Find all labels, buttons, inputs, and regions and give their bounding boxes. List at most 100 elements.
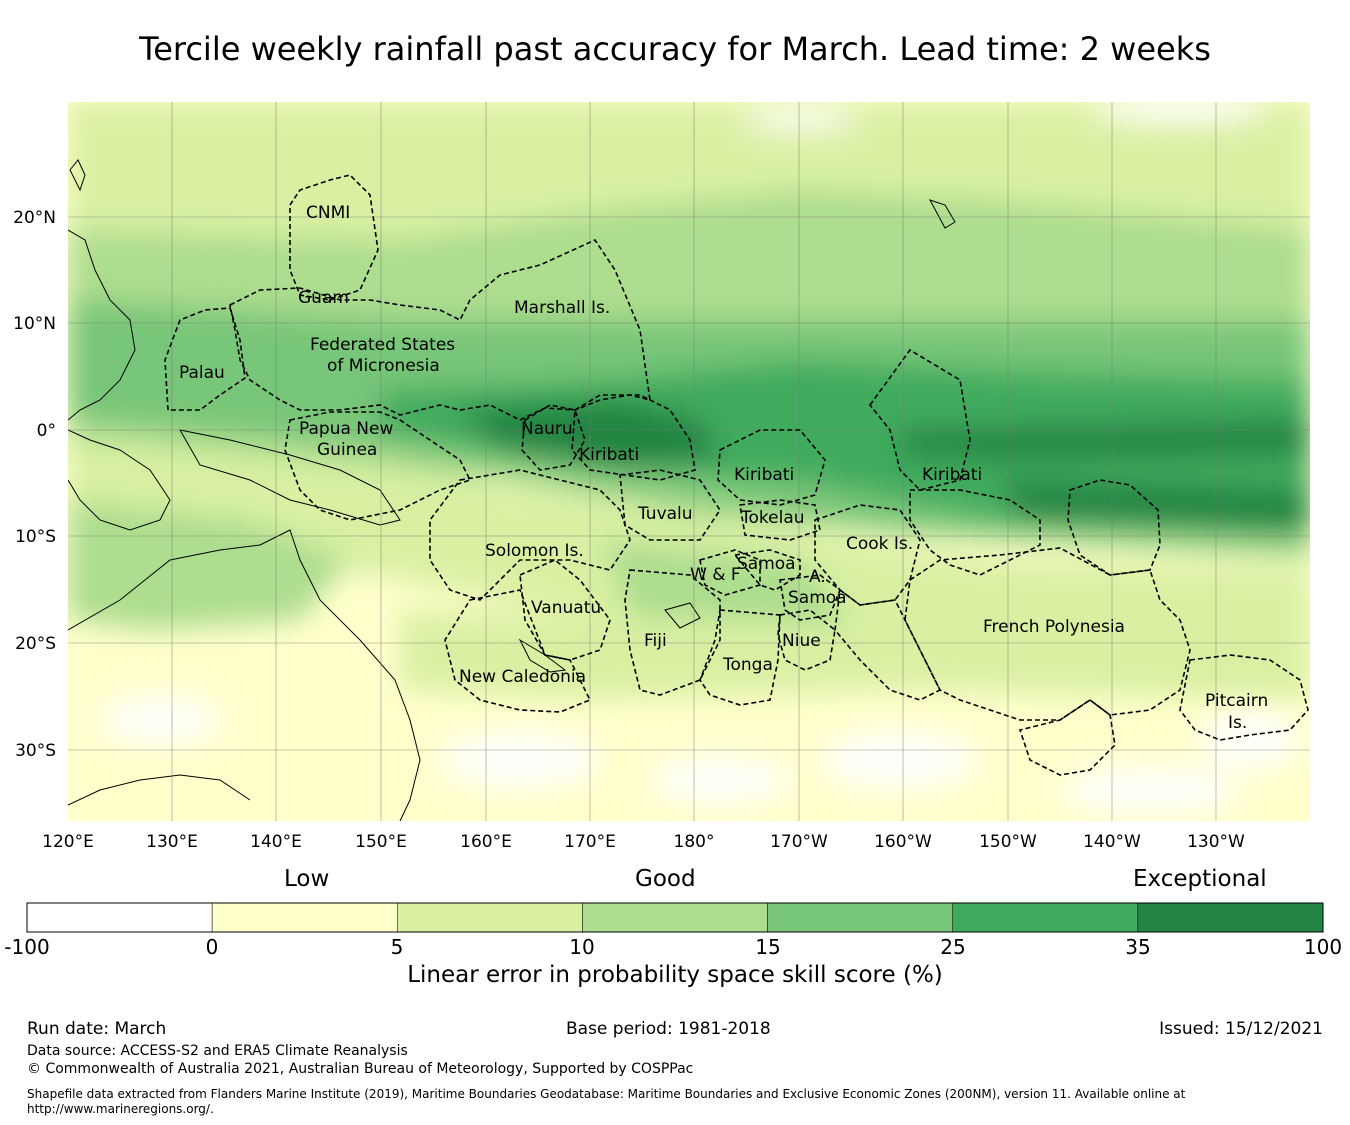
core-south [1000, 480, 1310, 530]
colorbar-tick: 35 [1125, 935, 1150, 959]
colorbar-category-exceptional: Exceptional [1133, 866, 1267, 892]
eez-tonga [699, 609, 781, 706]
colorbar-swatch [952, 902, 1139, 933]
lon-label: 130°W [1187, 832, 1245, 852]
region-label: Fiji [644, 631, 667, 651]
lon-label: 140°E [250, 832, 302, 852]
latitude-labels: 20°N 10°N 0° 10°S 20°S 30°S [13, 208, 56, 761]
region-medium-southwest [68, 500, 350, 630]
region-label: A. [809, 567, 826, 587]
region-label: Kiribati [734, 465, 794, 485]
issued-date: Issued: 15/12/2021 [1159, 1019, 1323, 1039]
colorbar-tick: 15 [755, 935, 780, 959]
colorbar-tick: 25 [940, 935, 965, 959]
lon-label: 140°W [1083, 832, 1141, 852]
colorbar-swatch [1137, 902, 1324, 933]
colorbar-category-low: Low [284, 866, 330, 892]
base-period: Base period: 1981-2018 [566, 1019, 771, 1039]
eez-new-caledonia [444, 589, 592, 713]
colorbar-swatch [397, 902, 583, 933]
eez-palau [164, 307, 246, 411]
lon-label: 130°E [146, 832, 198, 852]
region-label: Samoa [737, 554, 796, 574]
lat-label: 0° [37, 421, 56, 441]
region-label: Marshall Is. [514, 298, 610, 318]
region-label: Palau [179, 363, 225, 383]
colorbar-tick: -100 [4, 935, 49, 959]
region-label: Guinea [317, 440, 377, 460]
colorbar-swatch [211, 902, 398, 933]
region-label: Niue [782, 631, 821, 651]
region-label: Kiribati [922, 465, 982, 485]
lon-label: 160°W [874, 832, 932, 852]
region-label: CNMI [306, 203, 350, 223]
eez-samoa [733, 549, 801, 591]
region-label: Tokelau [740, 508, 805, 528]
region-label: Federated States [310, 335, 455, 355]
colorbar-ticks: -100 0 5 10 15 25 35 100 [4, 935, 1342, 959]
lat-label: 10°N [13, 314, 56, 334]
eez-boundaries [164, 174, 1309, 776]
shapefile-url: http://www.marineregions.org/. [27, 1102, 214, 1116]
shapefile-credit: Shapefile data extracted from Flanders M… [27, 1087, 1186, 1101]
region-label: of Micronesia [327, 356, 440, 376]
eez-cook-south [834, 588, 942, 701]
region-labels: CNMI Guam Marshall Is. Federated States … [179, 203, 1268, 733]
region-label: Is. [1228, 713, 1247, 733]
lon-label: 180° [674, 832, 715, 852]
lon-label: 170°W [770, 832, 828, 852]
chart-title: Tercile weekly rainfall past accuracy fo… [139, 30, 1211, 68]
eez-fiji [624, 569, 721, 696]
region-label: French Polynesia [983, 617, 1125, 637]
region-label: Solomon Is. [485, 541, 584, 561]
skill-score-field: CNMI Guam Marshall Is. Federated States … [68, 102, 1310, 821]
eez-kiribati-east [1067, 479, 1161, 576]
eez-kiribati-line [868, 348, 971, 491]
lon-label: 120°E [42, 832, 94, 852]
region-label: Nauru [521, 419, 573, 439]
colorbar-swatch [26, 902, 213, 933]
eez-pitcairn [1179, 654, 1309, 741]
lat-label: 20°S [15, 634, 56, 654]
lon-label: 150°W [979, 832, 1037, 852]
colorbar: -100 0 5 10 15 25 35 100 [4, 902, 1342, 959]
region-label: W & F [690, 565, 741, 585]
eez-vanuatu [519, 559, 611, 661]
eez-pitcairn-south [1018, 699, 1116, 776]
colorbar-frame [26, 902, 1324, 933]
colorbar-tick: 5 [391, 935, 404, 959]
colorbar-tick: 10 [569, 935, 594, 959]
eez-kiribati-gilbert [571, 394, 696, 481]
eez-cnmi [289, 174, 379, 301]
eez-tokelau [739, 499, 821, 541]
lon-label: 170°E [564, 832, 616, 852]
run-date: Run date: March [27, 1019, 167, 1039]
eez-solomon [429, 469, 631, 601]
region-label: Tuvalu [637, 504, 693, 524]
colorbar-label: Linear error in probability space skill … [407, 962, 943, 988]
eez-nauru [521, 404, 586, 471]
eez-american-samoa [779, 574, 841, 621]
eez-fsm-marshall [229, 238, 651, 421]
lat-label: 30°S [15, 741, 56, 761]
colorbar-category-good: Good [635, 866, 696, 892]
eez-cook [814, 504, 921, 606]
region-label: New Caledonia [459, 667, 586, 687]
coastlines [68, 159, 956, 821]
region-label: Samoa [788, 588, 847, 608]
eez-kiribati-line-south [909, 489, 1041, 576]
lat-label: 20°N [13, 208, 56, 228]
region-label: Guam [298, 288, 349, 308]
colorbar-swatch [767, 902, 953, 933]
eez-tuvalu [619, 469, 721, 541]
eez-wallis-futuna [699, 549, 761, 596]
longitude-labels: 120°E 130°E 140°E 150°E 160°E 170°E 180°… [42, 832, 1245, 852]
low-score-patches [100, 102, 1300, 815]
lat-label: 10°S [15, 527, 56, 547]
lon-label: 150°E [355, 832, 407, 852]
data-source: Data source: ACCESS-S2 and ERA5 Climate … [27, 1043, 408, 1059]
region-label: Cook Is. [846, 534, 913, 554]
region-label: Pitcairn [1205, 691, 1268, 711]
lon-label: 160°E [460, 832, 512, 852]
